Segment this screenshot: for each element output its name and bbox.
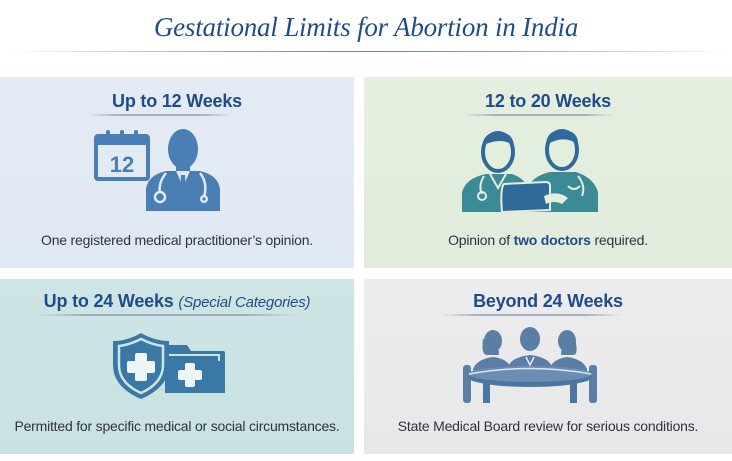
heading-underline — [440, 314, 622, 316]
panel-12-to-20-weeks: 12 to 20 Weeks Opinion of two doctors re… — [364, 77, 732, 268]
heading-underline — [34, 314, 296, 316]
page-title: Gestational Limits for Abortion in India — [153, 12, 579, 42]
description-text: required. — [590, 232, 648, 248]
panel-description: State Medical Board review for serious c… — [397, 418, 699, 434]
panel-up-to-24-weeks: Up to 24 Weeks (Special Categories) Perm… — [0, 279, 354, 454]
two-doctors-icon — [462, 129, 598, 212]
heading-subtitle: (Special Categories) — [178, 294, 311, 311]
panel-heading: Up to 12 Weeks — [112, 91, 242, 111]
medical-folder-icon — [165, 345, 225, 393]
panel-heading: Up to 24 Weeks (Special Categories) — [0, 291, 354, 312]
panel-heading: 12 to 20 Weeks — [485, 91, 611, 111]
heading-main: Up to 24 Weeks — [43, 291, 174, 311]
svg-text:12: 12 — [110, 152, 134, 177]
description-text: Opinion of — [448, 232, 514, 248]
panel-heading: Beyond 24 Weeks — [473, 291, 623, 311]
heading-underline — [464, 114, 614, 116]
title-divider — [6, 51, 732, 52]
doctor-icon — [146, 129, 220, 211]
medical-shield-icon — [113, 333, 169, 399]
panel-description: Opinion of two doctors required. — [364, 232, 732, 248]
panel-description: Permitted for specific medical or social… — [14, 418, 340, 434]
panel-up-to-12-weeks: Up to 12 Weeks 12 One registered medical… — [0, 77, 354, 268]
description-emphasis: two doctors — [513, 232, 591, 248]
calendar-icon: 12 — [94, 130, 150, 181]
panel-beyond-24-weeks: Beyond 24 Weeks State Medical Board revi… — [364, 279, 732, 454]
heading-underline — [88, 114, 232, 116]
panel-description: One registered medical practitioner’s op… — [41, 232, 313, 248]
medical-board-meeting-icon — [463, 327, 597, 403]
